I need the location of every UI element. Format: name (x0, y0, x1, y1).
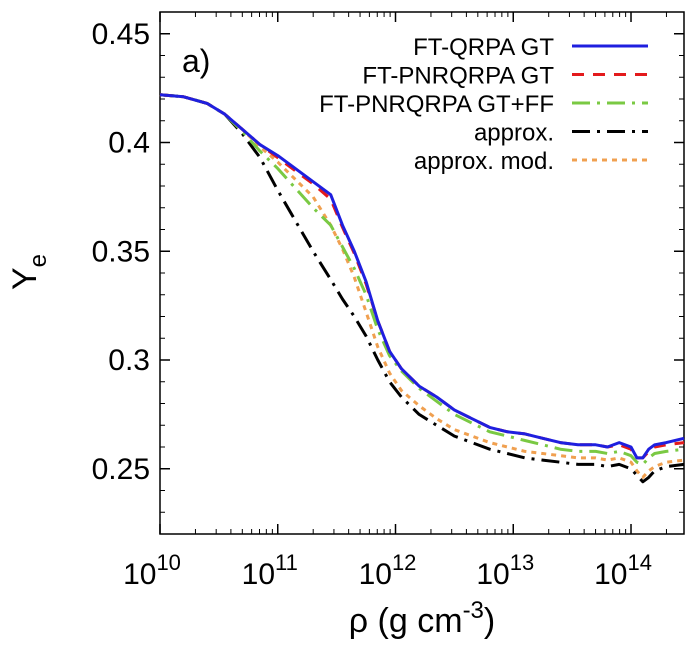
x-tick-exponent: 11 (275, 550, 298, 575)
panel-label: a) (182, 43, 210, 79)
x-tick-base: 10 (594, 558, 627, 591)
x-tick-base: 10 (242, 558, 275, 591)
x-label-exponent: -3 (463, 597, 484, 624)
x-tick-exponent: 14 (627, 550, 651, 575)
x-label-base: ρ (g cm (349, 602, 463, 640)
y-tick-label: 0.25 (92, 453, 150, 486)
x-tick-exponent: 12 (392, 550, 416, 575)
x-tick-label: 1012 (359, 550, 417, 591)
legend-label: FT-PNRQRPA GT (362, 63, 554, 90)
y-tick-label: 0.3 (108, 344, 150, 377)
series-line-ft-pnrqrpa-gt-ff (159, 93, 685, 466)
x-tick-label: 1011 (242, 550, 298, 591)
x-tick-label: 1013 (476, 550, 534, 591)
legend-label: approx. mod. (414, 148, 554, 175)
series-layer (159, 93, 685, 484)
x-tick-label: 1014 (594, 550, 652, 591)
x-label-end: ) (484, 602, 495, 640)
legend-label: FT-PNRQRPA GT+FF (319, 91, 554, 118)
y-tick-label: 0.35 (92, 235, 150, 268)
legend-label: FT-QRPA GT (413, 34, 554, 61)
y-label-subscript: e (25, 254, 52, 267)
series-line-approx-mod (159, 93, 685, 479)
x-tick-label: 1010 (123, 550, 181, 591)
y-tick-label: 0.4 (108, 127, 150, 160)
x-tick-exponent: 13 (510, 550, 534, 575)
x-tick-exponent: 10 (156, 550, 180, 575)
series-line-approx (159, 93, 685, 484)
x-tick-base: 10 (476, 558, 509, 591)
y-tick-label: 0.45 (92, 18, 150, 51)
y-label-base: Y (6, 267, 44, 290)
x-tick-base: 10 (359, 558, 392, 591)
y-axis-label: Ye (6, 254, 52, 290)
legend-label: approx. (474, 120, 554, 147)
x-tick-base: 10 (123, 558, 156, 591)
x-axis-label: ρ (g cm-3) (349, 597, 495, 640)
series-line-ft-qrpa-gt (159, 93, 685, 460)
